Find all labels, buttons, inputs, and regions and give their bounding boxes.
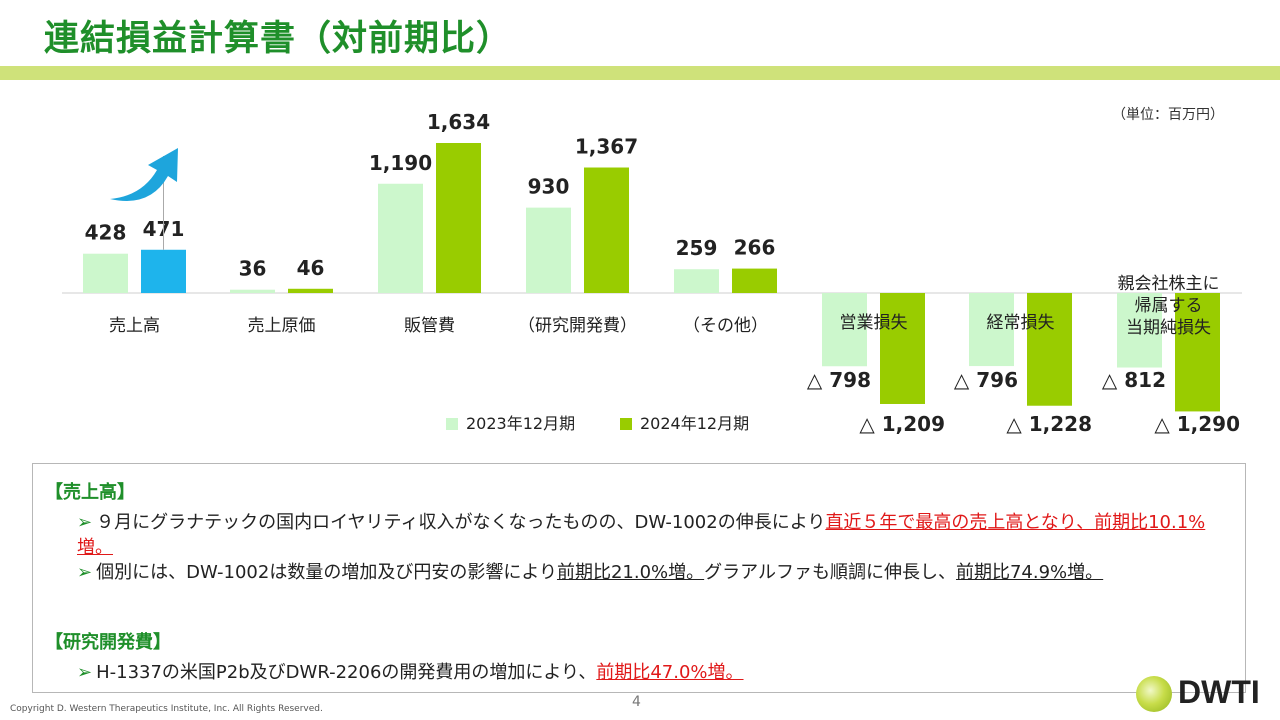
page-number: 4 (632, 694, 641, 710)
bar-2023 (969, 293, 1014, 367)
bar-2023 (526, 207, 571, 293)
category-label: 親会社株主に (1118, 274, 1220, 294)
title-underline-bar (0, 66, 1280, 80)
data-label: △ 798 (807, 368, 871, 392)
unit-label: （単位：百万円） (1112, 107, 1224, 123)
legend-swatch-2023 (446, 418, 458, 430)
legend-item-2024: 2024年12月期 (620, 410, 749, 434)
category-label: 当期純損失 (1126, 318, 1211, 338)
legend-label-2023: 2023年12月期 (466, 414, 576, 433)
bar-2023 (1117, 293, 1162, 368)
bar-2024 (732, 268, 777, 293)
text-highlight-red: 直近５年で最高の売上高となり、前期比10.1%増。 (77, 512, 1206, 558)
data-label: 266 (734, 236, 776, 260)
section-heading-sales: 【売上高】 (45, 482, 135, 503)
bar-2024 (288, 288, 333, 293)
bar-2024 (436, 143, 481, 293)
bar-2024 (584, 167, 629, 293)
bullet-marker-icon: ➢ (77, 662, 93, 683)
bullet-marker-icon: ➢ (77, 512, 93, 533)
category-label: 経常損失 (987, 313, 1055, 333)
bar-2023 (378, 183, 423, 293)
logo-text: DWTI (1178, 674, 1260, 710)
text-underline: 前期比21.0%増。 (556, 562, 705, 583)
data-label: △ 812 (1102, 368, 1166, 392)
legend-swatch-2024 (620, 418, 632, 430)
data-label: 46 (297, 256, 325, 280)
data-label: △ 1,209 (859, 412, 945, 436)
logo-sphere-icon (1136, 676, 1172, 712)
company-logo: DWTI (1134, 674, 1274, 714)
bullet-rnd-1: ➢ H-1337の米国P2b及びDWR-2206の開発費用の増加により、前期比47… (77, 660, 1227, 685)
category-label: 売上原価 (248, 316, 316, 336)
data-label: △ 1,228 (1006, 412, 1092, 436)
data-label: 259 (676, 236, 718, 260)
bar-2024 (880, 293, 925, 404)
legend-label-2024: 2024年12月期 (640, 414, 750, 433)
bar-2024 (141, 249, 186, 293)
category-label: （研究開発費） (518, 316, 637, 336)
bar-2023 (230, 289, 275, 293)
data-label: 1,367 (575, 135, 638, 159)
section-heading-rnd: 【研究開発費】 (45, 632, 171, 653)
data-label: 1,634 (427, 110, 490, 134)
category-label: 売上高 (109, 316, 160, 336)
legend-item-2023: 2023年12月期 (446, 410, 575, 434)
category-label: 販管費 (404, 316, 455, 336)
bar-2023 (674, 269, 719, 293)
text-highlight-red: 前期比47.0%増。 (596, 662, 744, 683)
bullet-marker-icon: ➢ (77, 562, 93, 583)
bullet-sales-1: ➢ ９月にグラナテックの国内ロイヤリティ収入がなくなったものの、DW-1002の伸… (77, 510, 1227, 560)
category-label: 営業損失 (840, 313, 908, 333)
text-segment: グラアルファも順調に伸長し、 (704, 562, 956, 583)
growth-arrow-icon (110, 148, 178, 201)
text-underline: 前期比74.9%増。 (955, 562, 1104, 583)
category-label: （その他） (683, 316, 768, 336)
data-label: 930 (528, 175, 570, 199)
category-label: 帰属する (1135, 296, 1203, 316)
bar-2023 (822, 293, 867, 367)
data-label: △ 1,290 (1154, 412, 1240, 436)
data-label: 428 (85, 221, 127, 245)
data-label: 36 (239, 257, 267, 281)
text-segment: H-1337の米国P2b及びDWR-2206の開発費用の増加により、 (96, 662, 597, 683)
data-label: △ 796 (954, 368, 1018, 392)
bar-2023 (83, 253, 128, 293)
bar-2024 (1027, 293, 1072, 406)
data-label: 1,190 (369, 151, 432, 175)
copyright-text: Copyright D. Western Therapeutics Instit… (10, 704, 323, 714)
page-title: 連結損益計算書（対前期比） (44, 19, 513, 59)
text-segment: ９月にグラナテックの国内ロイヤリティ収入がなくなったものの、DW-1002の伸長… (96, 512, 826, 533)
bullet-sales-2: ➢ 個別には、DW-1002は数量の増加及び円安の影響により前期比21.0%増。グ… (77, 560, 1227, 585)
bar-2024 (1175, 293, 1220, 412)
commentary-box: 【売上高】 ➢ ９月にグラナテックの国内ロイヤリティ収入がなくなったものの、DW-… (32, 463, 1246, 693)
text-segment: 個別には、DW-1002は数量の増加及び円安の影響により (96, 562, 557, 583)
